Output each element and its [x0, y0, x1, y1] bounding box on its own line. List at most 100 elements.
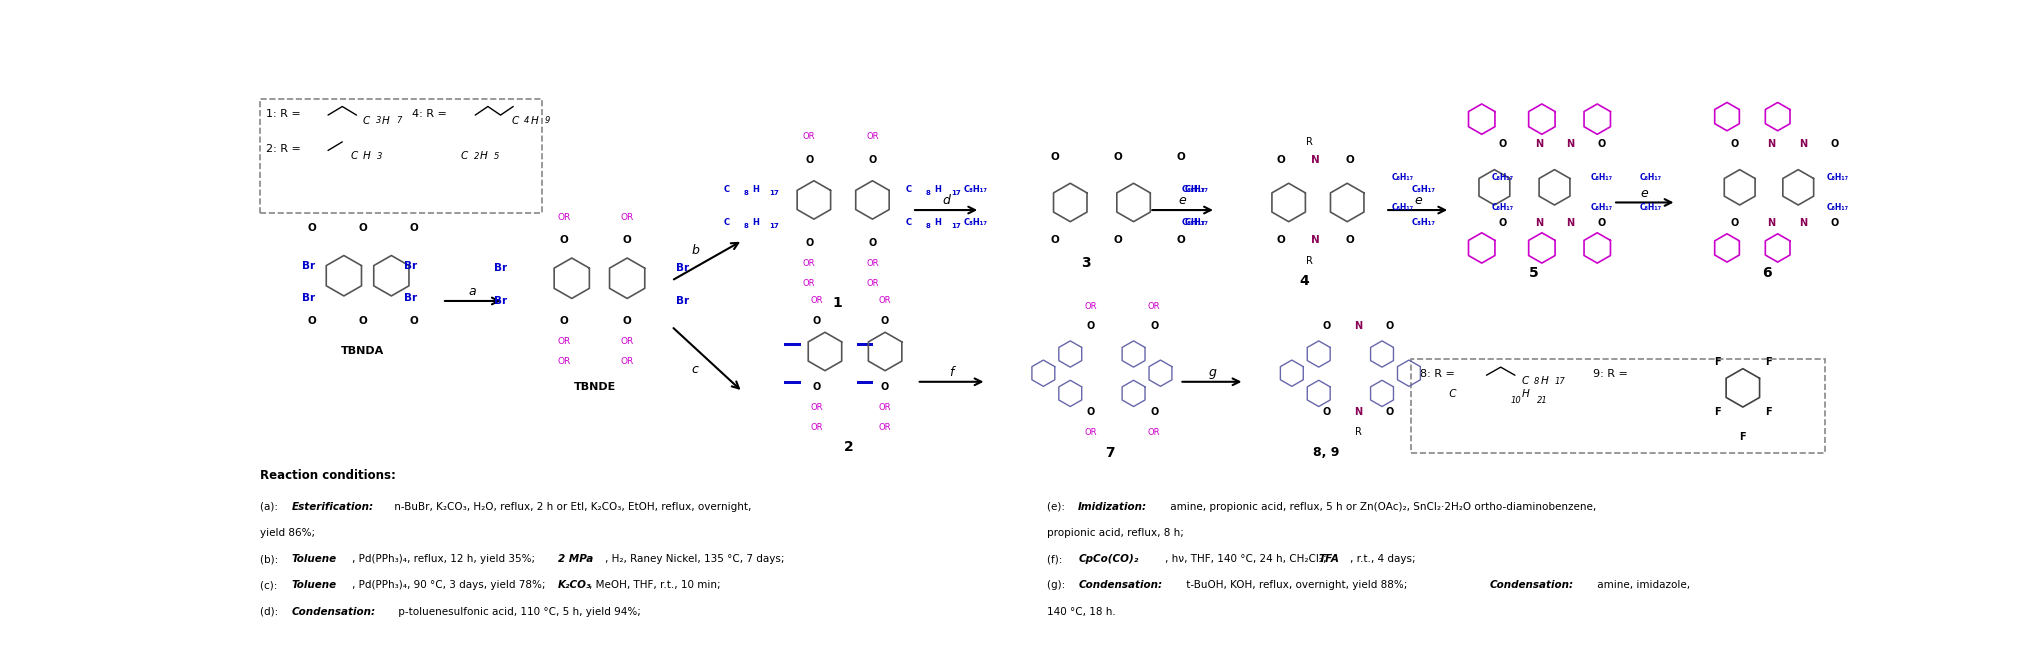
Text: OR: OR: [866, 133, 878, 141]
Text: OR: OR: [621, 213, 633, 222]
Text: OR: OR: [621, 337, 633, 346]
Text: C₈H₁₇: C₈H₁₇: [1184, 186, 1209, 194]
Text: N: N: [1566, 139, 1574, 150]
Text: 17: 17: [1554, 377, 1566, 386]
Text: C₈H₁₇: C₈H₁₇: [1391, 173, 1413, 182]
Text: N: N: [1311, 155, 1319, 165]
Text: a: a: [468, 285, 476, 298]
Text: Br: Br: [302, 293, 317, 304]
Text: N: N: [1766, 139, 1774, 150]
Text: N: N: [1536, 218, 1544, 228]
Text: O: O: [1276, 155, 1284, 165]
Text: O: O: [1499, 139, 1507, 150]
Text: e: e: [1642, 187, 1648, 200]
Text: 8: 8: [1534, 377, 1540, 386]
Text: F: F: [1764, 357, 1772, 367]
Text: Br: Br: [494, 296, 506, 306]
Text: C: C: [363, 115, 370, 126]
Text: O: O: [1346, 155, 1354, 165]
Text: O: O: [1599, 139, 1607, 150]
Text: F: F: [1713, 407, 1721, 417]
Text: 3: 3: [378, 152, 382, 161]
Text: O: O: [1323, 321, 1331, 331]
Text: TBNDE: TBNDE: [574, 382, 617, 392]
Text: H: H: [751, 186, 760, 194]
Text: C₈H₁₇: C₈H₁₇: [964, 218, 988, 227]
Text: C₈H₁₇: C₈H₁₇: [1182, 186, 1205, 194]
Text: 17: 17: [952, 223, 962, 229]
Text: (e):: (e):: [1046, 501, 1068, 512]
Text: amine, propionic acid, reflux, 5 h or Zn(OAc)₂, SnCl₂·2H₂O ortho-diaminobenzene,: amine, propionic acid, reflux, 5 h or Zn…: [1166, 501, 1597, 512]
Text: O: O: [308, 316, 317, 326]
Text: TFA: TFA: [1319, 554, 1340, 564]
Text: C₈H₁₇: C₈H₁₇: [1411, 218, 1436, 227]
Text: t-BuOH, KOH, reflux, overnight, yield 88%;: t-BuOH, KOH, reflux, overnight, yield 88…: [1182, 581, 1411, 590]
Text: , MeOH, THF, r.t., 10 min;: , MeOH, THF, r.t., 10 min;: [590, 581, 721, 590]
Text: 140 °C, 18 h.: 140 °C, 18 h.: [1046, 607, 1115, 617]
Text: OR: OR: [1084, 428, 1097, 437]
Text: Toluene: Toluene: [292, 581, 337, 590]
Text: , r.t., 4 days;: , r.t., 4 days;: [1350, 554, 1415, 564]
Text: O: O: [813, 316, 821, 326]
Text: O: O: [1150, 321, 1158, 331]
Text: O: O: [880, 316, 888, 326]
Text: (d):: (d):: [259, 607, 282, 617]
Text: C: C: [461, 151, 468, 161]
Text: N: N: [1566, 218, 1574, 228]
Text: O: O: [1113, 152, 1123, 162]
Text: O: O: [1387, 407, 1395, 417]
Text: O: O: [1150, 407, 1158, 417]
Text: C: C: [513, 115, 519, 126]
Text: OR: OR: [878, 403, 892, 411]
Text: C₈H₁₇: C₈H₁₇: [1391, 203, 1413, 212]
Text: amine, imidazole,: amine, imidazole,: [1595, 581, 1691, 590]
Text: b: b: [692, 244, 698, 257]
Text: 4: 4: [1299, 274, 1309, 288]
Text: OR: OR: [811, 297, 823, 306]
Text: O: O: [1276, 236, 1284, 245]
Text: N: N: [1354, 407, 1362, 417]
Text: (f):: (f):: [1046, 554, 1066, 564]
Text: yield 86%;: yield 86%;: [259, 528, 314, 538]
Text: OR: OR: [621, 357, 633, 366]
Text: H: H: [933, 186, 941, 194]
Text: Condensation:: Condensation:: [1489, 581, 1574, 590]
Text: Br: Br: [494, 263, 506, 273]
Text: OR: OR: [557, 357, 570, 366]
Text: O: O: [805, 155, 813, 165]
Text: 7: 7: [396, 116, 402, 125]
Text: (c):: (c):: [259, 581, 280, 590]
Text: R: R: [1305, 256, 1313, 266]
Text: 5: 5: [1529, 266, 1540, 280]
Text: O: O: [1732, 139, 1740, 150]
Text: O: O: [1086, 407, 1095, 417]
Bar: [1411, 359, 1826, 453]
Text: 9: 9: [545, 116, 549, 125]
Text: 3: 3: [1082, 256, 1090, 270]
Text: H: H: [1540, 377, 1548, 386]
Text: O: O: [1830, 218, 1838, 228]
Text: R: R: [1354, 427, 1362, 438]
Text: f: f: [950, 366, 954, 379]
Text: , Pd(PPh₃)₄, 90 °C, 3 days, yield 78%;: , Pd(PPh₃)₄, 90 °C, 3 days, yield 78%;: [351, 581, 549, 590]
Text: C: C: [351, 151, 357, 161]
Text: Br: Br: [676, 296, 688, 306]
Text: TBNDA: TBNDA: [341, 346, 384, 356]
Text: O: O: [560, 316, 568, 326]
Text: , hν, THF, 140 °C, 24 h, CH₂Cl₂;: , hν, THF, 140 °C, 24 h, CH₂Cl₂;: [1166, 554, 1329, 564]
Text: O: O: [408, 316, 419, 326]
Text: O: O: [880, 382, 888, 392]
Text: Br: Br: [404, 260, 417, 271]
Text: OR: OR: [803, 133, 815, 141]
Text: C₈H₁₇: C₈H₁₇: [1184, 218, 1209, 227]
Text: C₈H₁₇: C₈H₁₇: [1640, 203, 1662, 212]
Text: 10: 10: [1511, 396, 1521, 405]
Text: (g):: (g):: [1046, 581, 1068, 590]
Text: O: O: [1499, 218, 1507, 228]
Text: C: C: [1419, 390, 1456, 400]
Text: O: O: [1050, 152, 1060, 162]
Text: n-BuBr, K₂CO₃, H₂O, reflux, 2 h or EtI, K₂CO₃, EtOH, reflux, overnight,: n-BuBr, K₂CO₃, H₂O, reflux, 2 h or EtI, …: [392, 501, 751, 512]
Text: Imidization:: Imidization:: [1078, 501, 1148, 512]
Text: OR: OR: [803, 258, 815, 268]
Text: Br: Br: [404, 293, 417, 304]
